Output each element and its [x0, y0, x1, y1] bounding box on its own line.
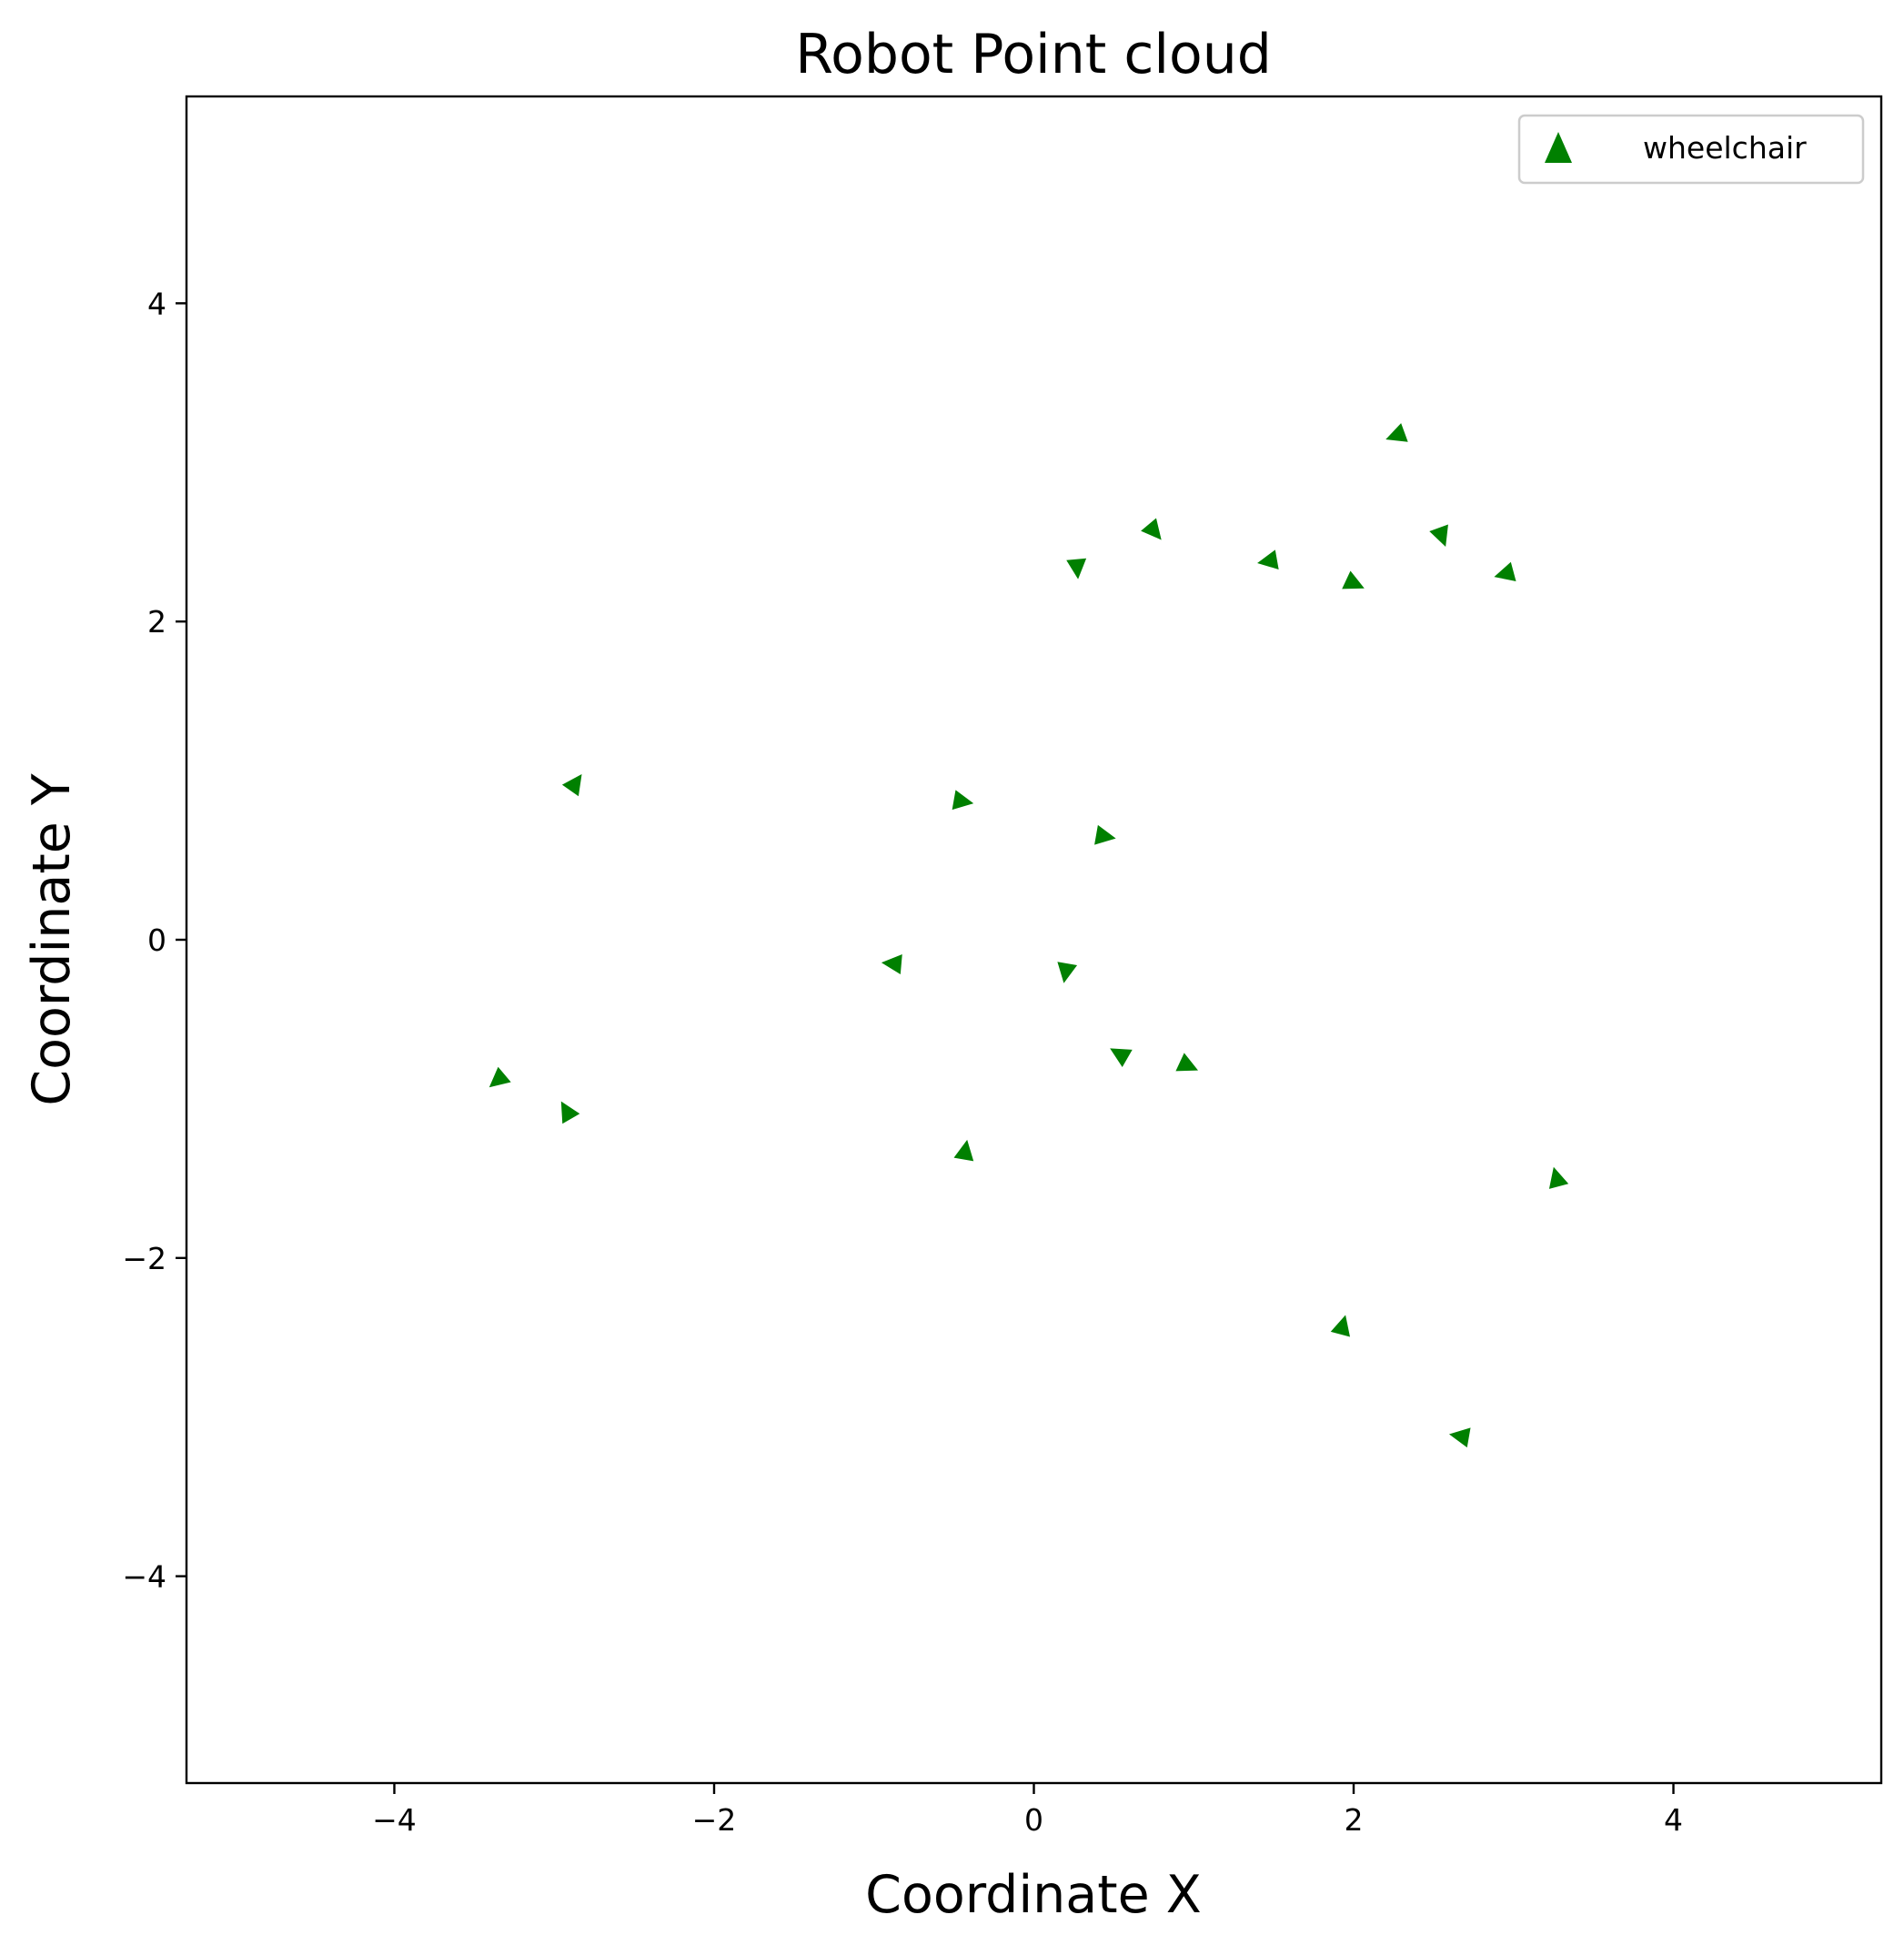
data-point-8 — [561, 773, 582, 797]
x-tick-label: −4 — [372, 1802, 417, 1838]
legend-label: wheelchair — [1643, 130, 1807, 166]
y-tick-label: 2 — [147, 604, 166, 640]
chart-title: Robot Point cloud — [795, 23, 1272, 86]
data-point-1 — [1385, 423, 1408, 442]
data-point-10 — [1094, 824, 1116, 845]
y-axis-label: Coordinate Y — [22, 773, 82, 1106]
x-axis-label: Coordinate X — [865, 1865, 1202, 1925]
data-point-20 — [1448, 1427, 1471, 1448]
data-point-15 — [489, 1066, 511, 1088]
data-point-16 — [560, 1101, 580, 1124]
data-point-11 — [881, 954, 902, 974]
data-point-17 — [953, 1139, 974, 1162]
x-axis-ticks: −4 −2 0 2 4 — [372, 1783, 1683, 1838]
x-tick-label: 0 — [1024, 1802, 1043, 1838]
data-point-14 — [1175, 1053, 1199, 1072]
data-point-9 — [952, 790, 974, 811]
y-tick-label: −2 — [122, 1241, 166, 1276]
data-point-13 — [1110, 1048, 1133, 1067]
data-point-4 — [1257, 549, 1279, 569]
x-tick-label: 2 — [1345, 1802, 1364, 1838]
data-point-3 — [1066, 558, 1087, 579]
data-point-18 — [1548, 1166, 1569, 1189]
y-tick-label: 4 — [147, 286, 166, 321]
y-axis-ticks: −4 −2 0 2 4 — [122, 286, 186, 1595]
y-tick-label: 0 — [147, 922, 166, 958]
legend-box — [1517, 114, 1865, 185]
x-tick-label: −2 — [692, 1802, 737, 1838]
legend: wheelchair — [1517, 114, 1865, 185]
data-point-19 — [1330, 1315, 1351, 1337]
x-tick-label: 4 — [1664, 1802, 1683, 1838]
data-point-12 — [1057, 962, 1078, 983]
points-layer — [489, 423, 1569, 1448]
data-point-5 — [1429, 524, 1448, 547]
data-point-2 — [1141, 518, 1162, 540]
data-point-7 — [1494, 561, 1516, 582]
data-point-6 — [1342, 570, 1365, 590]
legend-triangle-marker-icon — [1545, 132, 1572, 163]
y-tick-label: −4 — [122, 1559, 166, 1595]
